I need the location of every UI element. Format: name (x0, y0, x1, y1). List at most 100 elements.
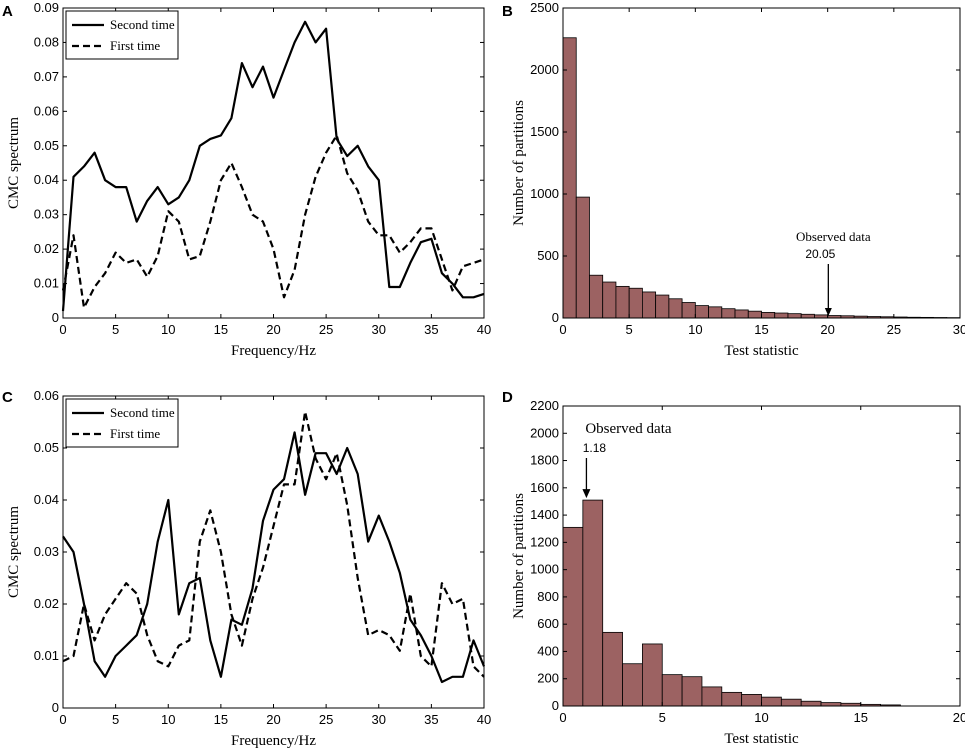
panel-c-letter: C (2, 389, 13, 406)
panel-b-ytick-label: 1500 (530, 124, 559, 139)
panel-a-legend-box (65, 10, 179, 60)
panel-d-annotation-arrowhead (582, 489, 591, 499)
panel-b-bar-8 (668, 298, 683, 319)
panel-c-legend-label: First time (110, 426, 160, 441)
panel-d-ytick-label: 600 (537, 616, 559, 631)
panel-a-legend-label: Second time (110, 17, 175, 32)
panel-a-ytick-label: 0.09 (34, 0, 59, 15)
panel-d-bar-9 (741, 694, 762, 707)
panel-b-xtick-label: 30 (953, 322, 965, 337)
panel-b-axes-frame (562, 7, 961, 319)
panel-b-bar-13 (734, 309, 749, 319)
panel-d-bar-11 (780, 698, 802, 707)
panel-d-ytick-label: 2000 (530, 425, 559, 440)
panel-b-xlabel: Test statistic (724, 343, 799, 359)
panel-d-ylabel: Number of partitions (511, 493, 527, 619)
panel-a-xtick-label: 15 (214, 322, 228, 337)
panel-c-xtick-label: 10 (161, 712, 175, 727)
panel-b-bar-11 (708, 306, 723, 319)
panel-b-xtick-label: 0 (559, 322, 566, 337)
panel-b-ytick-label: 2500 (530, 0, 559, 15)
panel-c-xtick-label: 20 (266, 712, 280, 727)
panel-b-bar-15 (761, 312, 776, 319)
panel-a-ytick-label: 0.06 (34, 103, 59, 118)
panel-c-xtick-label: 25 (319, 712, 333, 727)
panel-d-ytick-label: 1400 (530, 507, 559, 522)
panel-b-bar-14 (747, 310, 762, 319)
panel-b-xtick-label: 15 (754, 322, 768, 337)
panel-d-plot: 0 5 10 15 2002004006008001000120014001600180… (511, 398, 965, 747)
panel-c-legend-label: Second time (110, 405, 175, 420)
panel-d-ytick-label: 1000 (530, 562, 559, 577)
panel-d-xtick-label: 5 (659, 710, 666, 725)
panel-c-xtick-label: 15 (214, 712, 228, 727)
panel-a-ytick-label: 0.03 (34, 207, 59, 222)
panel-d-bar-1 (582, 499, 604, 707)
panel-c-xtick-label: 35 (424, 712, 438, 727)
panel-a-ytick-label: 0.05 (34, 138, 59, 153)
panel-d-bar-5 (661, 674, 683, 707)
panel-d-ytick-label: 200 (537, 671, 559, 686)
panel-d-annotation-label: Observed data (585, 421, 672, 437)
panel-b-xtick-label: 5 (626, 322, 633, 337)
panel-a-xtick-label: 40 (477, 322, 491, 337)
panel-a-xtick-label: 35 (424, 322, 438, 337)
panel-b-ytick-label: 0 (552, 310, 559, 325)
panel-c-ytick-label: 0.01 (34, 648, 59, 663)
panel-d-bar-7 (701, 686, 723, 707)
panel-d-bar-8 (721, 691, 743, 707)
panel-a-ylabel: CMC spectrum (6, 117, 22, 209)
panel-d-ytick-label: 2200 (530, 398, 559, 413)
panel-b-xtick-label: 25 (887, 322, 901, 337)
panel-b-letter: B (502, 3, 513, 20)
panel-a-xtick-label: 10 (161, 322, 175, 337)
panel-b-ytick-label: 500 (537, 248, 559, 263)
panel-d-annotation-value: 1.18 (583, 441, 607, 455)
panel-d-xlabel: Test statistic (724, 731, 799, 747)
panel-d-xtick-label: 10 (754, 710, 768, 725)
panel-b-bar-10 (694, 305, 709, 319)
panel-c-ytick-label: 0.02 (34, 596, 59, 611)
panel-c-plot: 0 5 10 15 20 25 30 35 40 0 0.01 0.02 0.03 0.04 0.05 0.0… (6, 388, 491, 749)
panel-b-ytick-label: 1000 (530, 186, 559, 201)
panel-a-ytick-label: 0.02 (34, 241, 59, 256)
panel-d-bar-12 (800, 700, 822, 707)
panel-c-ytick-label: 0.06 (34, 388, 59, 403)
panel-a-xtick-label: 25 (319, 322, 333, 337)
panel-a-letter: A (2, 3, 13, 20)
panel-d-bar-2 (602, 631, 623, 707)
panel-a-legend-label: First time (110, 38, 160, 53)
panel-c-xtick-label: 40 (477, 712, 491, 727)
panel-c-ylabel: CMC spectrum (6, 506, 22, 598)
panel-c-series-second-time-line (62, 431, 486, 684)
panel-b-bar-4 (615, 285, 630, 319)
panel-d-ytick-label: 400 (537, 643, 559, 658)
panel-a-plot: 0 5 10 15 20 25 30 35 40 0 0.01 0.02 0.03 0.04 0.05 0.0… (6, 0, 491, 359)
panel-b-bar-2 (589, 274, 604, 319)
panel-c-xtick-label: 5 (112, 712, 119, 727)
panel-b-bar-6 (642, 291, 657, 319)
panel-d-bar-3 (622, 663, 643, 707)
panel-a-xtick-label: 0 (59, 322, 66, 337)
panel-a-ytick-label: 0.04 (34, 172, 59, 187)
panel-b-annotation-arrowhead (824, 308, 832, 316)
panel-b-ytick-label: 2000 (530, 62, 559, 77)
panel-c-legend-box (65, 398, 179, 448)
panel-d-ytick-label: 0 (552, 698, 559, 713)
panel-c: C 0 5 10 15 20 25 30 35 4000.010.020.030.040.050… (2, 388, 491, 749)
panel-b-plot: 0 5 10 15 20 25 30 0 500 1000 1500 2000 2500 Test sta… (511, 0, 965, 359)
panel-d-letter: D (502, 389, 513, 406)
panel-d-bar-6 (681, 676, 703, 707)
panel-b-ylabel: Number of partitions (511, 100, 527, 226)
panel-a-xlabel: Frequency/Hz (231, 343, 316, 359)
panel-a-ytick-label: 0.01 (34, 276, 59, 291)
panel-c-xtick-label: 0 (59, 712, 66, 727)
panel-d-xtick-label: 0 (559, 710, 566, 725)
panel-a-series-first-time-line (61, 134, 485, 309)
panel-d-xtick-label: 20 (953, 710, 965, 725)
panel-c-ytick-label: 0 (52, 700, 59, 715)
panel-b-bar-17 (787, 313, 802, 319)
panel-d-ytick-label: 1200 (530, 534, 559, 549)
panel-a-ytick-label: 0.08 (34, 34, 59, 49)
